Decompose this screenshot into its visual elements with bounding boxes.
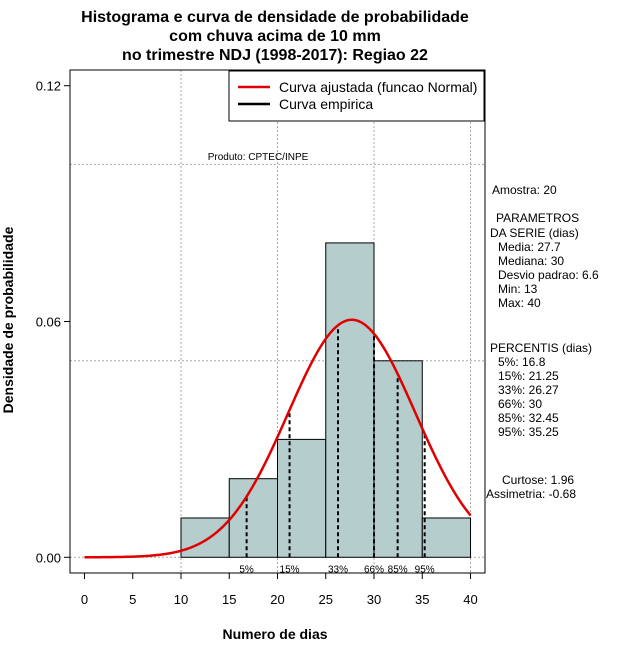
- percentile-labels: 5% 15% 33% 66% 85% 95%: [239, 564, 434, 575]
- y-tick-label: 0.06: [36, 315, 61, 330]
- y-axis: 0.00 0.06 0.12: [36, 79, 71, 565]
- sample-size: Amostra: 20: [492, 183, 557, 197]
- legend-label-fitted: Curva ajustada (funcao Normal): [279, 79, 477, 95]
- y-tick-label: 0.12: [36, 79, 61, 94]
- param-item: Desvio padrao: 6.6: [498, 268, 599, 282]
- legend: Curva ajustada (funcao Normal) Curva emp…: [228, 70, 485, 122]
- percentile-label: 33%: [328, 564, 348, 575]
- chart-title: Histograma e curva de densidade de proba…: [81, 9, 469, 64]
- x-tick-label: 25: [319, 592, 333, 607]
- percentile-label: 95%: [415, 564, 435, 575]
- percentile-item: 33%: 26.27: [498, 383, 559, 397]
- params-header-2: DA SERIE (dias): [490, 226, 579, 240]
- percentile-label: 5%: [239, 564, 254, 575]
- percentile-lines: [245, 325, 426, 558]
- param-item: Min: 13: [498, 282, 538, 296]
- percentile-label: 85%: [388, 564, 408, 575]
- x-tick-label: 15: [222, 592, 236, 607]
- density-curve: [84, 318, 472, 559]
- percentile-label: 15%: [280, 564, 300, 575]
- legend-label-empirical: Curva empirica: [279, 96, 373, 112]
- product-label: Produto: CPTEC/INPE: [208, 152, 309, 163]
- legend-box: [228, 70, 485, 122]
- x-tick-label: 5: [129, 592, 136, 607]
- histogram-bar: [228, 478, 278, 558]
- x-tick-label: 10: [174, 592, 188, 607]
- title-line-1: Histograma e curva de densidade de proba…: [81, 9, 469, 26]
- histogram-bar: [325, 242, 375, 558]
- x-tick-label: 0: [81, 592, 88, 607]
- statistics-panel: Amostra: 20 PARAMETROS DA SERIE (dias) M…: [486, 183, 599, 501]
- y-tick-label: 0.00: [36, 550, 61, 565]
- histogram-bars: [180, 242, 472, 558]
- kurtosis: Curtose: 1.96: [502, 473, 574, 487]
- param-item: Max: 40: [498, 296, 541, 310]
- x-axis: 0 5 10 15 20 25 30 35 40: [81, 572, 478, 607]
- x-tick-label: 35: [415, 592, 429, 607]
- y-axis-title: Densidade de probabilidade: [0, 226, 16, 413]
- x-tick-label: 20: [270, 592, 284, 607]
- histogram-bar: [180, 517, 230, 558]
- title-line-2: com chuva acima de 10 mm: [169, 28, 381, 45]
- x-axis-title: Numero de dias: [222, 626, 327, 642]
- percentile-item: 15%: 21.25: [498, 369, 559, 383]
- percentile-item: 66%: 30: [498, 397, 542, 411]
- percentile-item: 85%: 32.45: [498, 411, 559, 425]
- title-line-3: no trimestre NDJ (1998-2017): Regiao 22: [122, 47, 428, 64]
- histogram-bar: [421, 517, 472, 558]
- param-item: Mediana: 30: [498, 254, 564, 268]
- x-tick-label: 40: [463, 592, 477, 607]
- histogram-bar: [277, 438, 327, 558]
- params-header-1: PARAMETROS: [496, 211, 579, 225]
- percentile-item: 5%: 16.8: [498, 355, 546, 369]
- param-item: Media: 27.7: [498, 240, 561, 254]
- percentile-label: 66%: [364, 564, 384, 575]
- percentile-item: 95%: 35.25: [498, 425, 559, 439]
- skewness: Assimetria: -0.68: [486, 487, 576, 501]
- percentiles-header: PERCENTIS (dias): [490, 341, 592, 355]
- x-tick-label: 30: [367, 592, 381, 607]
